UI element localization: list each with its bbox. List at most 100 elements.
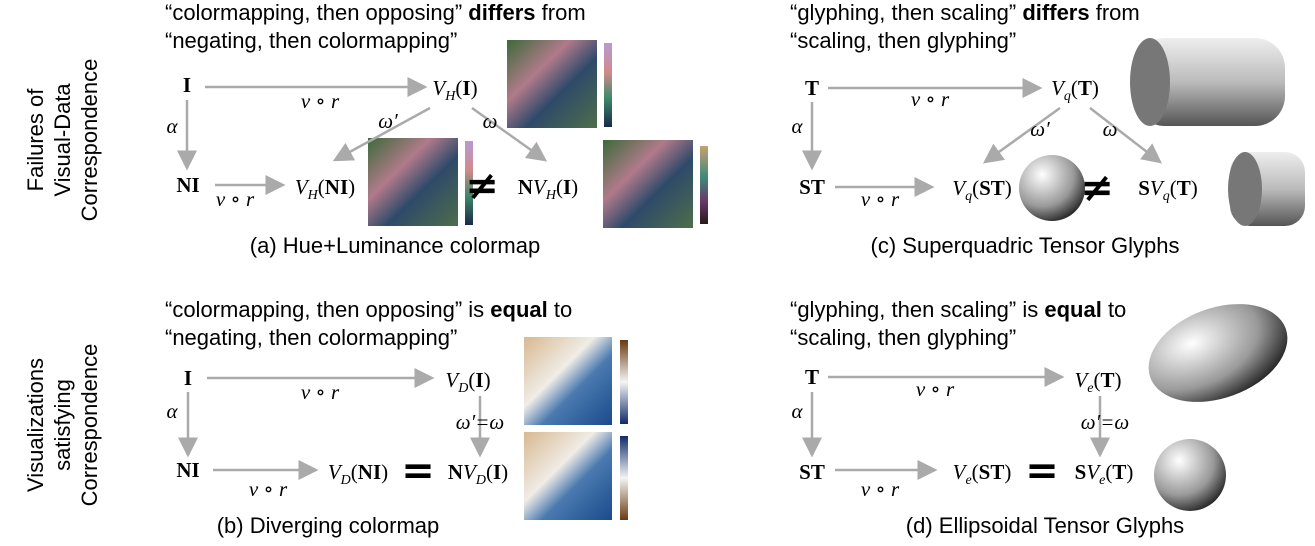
node-label: T bbox=[805, 76, 819, 100]
math-part: ) bbox=[571, 175, 578, 199]
panel-caption: (b) Diverging colormap bbox=[217, 513, 440, 538]
statement-text: to bbox=[1102, 297, 1126, 322]
math-part: ( bbox=[1170, 176, 1177, 200]
math-part: I bbox=[462, 76, 470, 100]
arrow-label: ω bbox=[1103, 117, 1118, 141]
math-part: D bbox=[475, 473, 486, 488]
math-part: ( bbox=[1094, 368, 1101, 392]
statement-text: “colormapping, then opposing” is bbox=[165, 297, 490, 322]
math-part: NI bbox=[176, 458, 199, 482]
node-label: Vq(T) bbox=[1051, 76, 1099, 104]
math-part: ( bbox=[972, 460, 979, 484]
math-part: ST bbox=[979, 176, 1005, 200]
math-part: ) bbox=[1004, 460, 1011, 484]
cylinder-cap bbox=[1130, 38, 1170, 126]
math-part: I bbox=[563, 175, 571, 199]
math-part: ( bbox=[351, 460, 358, 484]
node-label: I bbox=[184, 366, 192, 390]
illustrations bbox=[368, 38, 1305, 520]
math-part: ( bbox=[486, 460, 493, 484]
node-label: NVD(I) bbox=[448, 460, 508, 488]
statement-line: “negating, then colormapping” bbox=[165, 325, 457, 350]
math-part: ) bbox=[501, 460, 508, 484]
math-part: D bbox=[457, 381, 468, 396]
math-part: ST bbox=[799, 460, 825, 484]
colorbar bbox=[604, 43, 612, 127]
node-label: VD(I) bbox=[445, 368, 490, 396]
row-label: VisualizationssatisfyingCorrespondence bbox=[23, 344, 102, 507]
row-label-line: Correspondence bbox=[77, 344, 102, 507]
emphasis: equal bbox=[490, 297, 547, 322]
colormap-image bbox=[507, 40, 597, 128]
panel: “glyphing, then scaling” differs from “sc… bbox=[790, 0, 1198, 258]
row-label-line: Visual-Data bbox=[50, 83, 75, 197]
math-part: I bbox=[475, 368, 483, 392]
emphasis: equal bbox=[1044, 297, 1101, 322]
math-part: ) bbox=[1115, 368, 1122, 392]
statement-text: “glyphing, then scaling” bbox=[790, 0, 1022, 25]
arrow-label: α bbox=[791, 399, 803, 423]
statement-line: “glyphing, then scaling” differs from bbox=[790, 0, 1140, 25]
arrow-label: ω′=ω bbox=[1081, 410, 1129, 434]
relation-symbol: = bbox=[1025, 448, 1059, 494]
statement-text: to bbox=[548, 297, 572, 322]
arrow-label: α bbox=[166, 399, 178, 423]
colormap-image bbox=[368, 138, 458, 226]
math-part: ( bbox=[468, 368, 475, 392]
math-part: ( bbox=[972, 176, 979, 200]
math-part: ( bbox=[1071, 76, 1078, 100]
math-part: I bbox=[493, 460, 501, 484]
math-part: ) bbox=[381, 460, 388, 484]
node-label: ST bbox=[799, 175, 825, 199]
arrow-label: v ∘ r bbox=[861, 477, 900, 501]
node-label: SVq(T) bbox=[1138, 176, 1198, 204]
statement-line: “scaling, then glyphing” bbox=[790, 325, 1016, 350]
math-part: q bbox=[965, 189, 972, 204]
math-part: T bbox=[1078, 76, 1092, 100]
math-part: q bbox=[1064, 89, 1071, 104]
node-label: ST bbox=[799, 460, 825, 484]
colormap-image bbox=[524, 337, 612, 425]
relation-symbol: ≠ bbox=[465, 163, 499, 209]
node-label: NI bbox=[176, 173, 199, 197]
math-part: NI bbox=[358, 460, 381, 484]
node-label: VH(I) bbox=[432, 76, 477, 104]
statement-text: “glyphing, then scaling” is bbox=[790, 297, 1044, 322]
sphere-glyph bbox=[1154, 439, 1226, 511]
colormap-image bbox=[603, 140, 693, 228]
math-part: T bbox=[805, 76, 819, 100]
panel: “colormapping, then opposing” is equal t… bbox=[165, 297, 572, 538]
math-part: ST bbox=[799, 175, 825, 199]
math-part: ( bbox=[1105, 460, 1112, 484]
statement-line: “glyphing, then scaling” is equal to bbox=[790, 297, 1126, 322]
math-part: I bbox=[184, 366, 192, 390]
arrow-label: ω bbox=[483, 109, 498, 133]
arrow-label: ω′ bbox=[378, 109, 398, 133]
math-part: T bbox=[805, 365, 819, 389]
math-part: ) bbox=[471, 76, 478, 100]
math-part: ) bbox=[1191, 176, 1198, 200]
node-label: SVe(T) bbox=[1075, 460, 1134, 488]
relation-symbol: ≠ bbox=[1080, 165, 1114, 211]
node-label: VD(NI) bbox=[328, 460, 388, 488]
node-label: Vq(ST) bbox=[952, 176, 1012, 204]
arrow-label: v ∘ r bbox=[916, 377, 955, 401]
math-part: I bbox=[183, 73, 191, 97]
statement-text: “scaling, then glyphing” bbox=[790, 325, 1016, 350]
node-label: I bbox=[183, 73, 191, 97]
panel-caption: (a) Hue+Luminance colormap bbox=[250, 233, 540, 258]
arrow-label: v ∘ r bbox=[861, 187, 900, 211]
statement-text: “negating, then colormapping” bbox=[165, 28, 457, 53]
statement-line: “negating, then colormapping” bbox=[165, 28, 457, 53]
statement-text: “scaling, then glyphing” bbox=[790, 28, 1016, 53]
statement-text: from bbox=[1090, 0, 1140, 25]
math-part: T bbox=[1177, 176, 1191, 200]
panel-caption: (c) Superquadric Tensor Glyphs bbox=[871, 233, 1180, 258]
node-label: VH(NI) bbox=[295, 175, 355, 203]
math-part: ) bbox=[1005, 176, 1012, 200]
math-part: ) bbox=[348, 175, 355, 199]
statement-line: “scaling, then glyphing” bbox=[790, 28, 1016, 53]
node-label: NVH(I) bbox=[518, 175, 578, 203]
colormap-image bbox=[524, 432, 612, 520]
emphasis: differs bbox=[1022, 0, 1089, 25]
